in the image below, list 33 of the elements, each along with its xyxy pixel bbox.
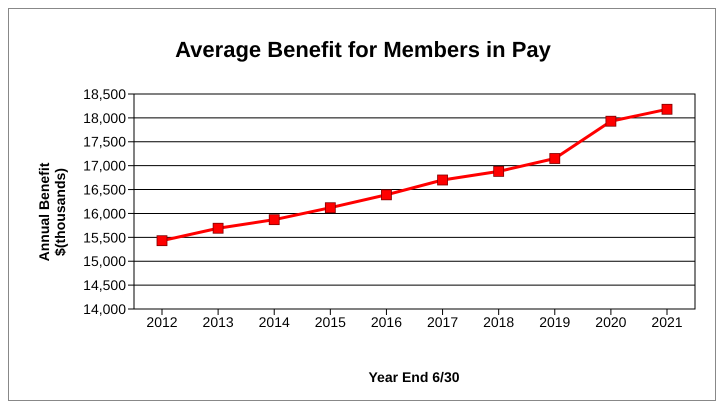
x-tick-label: 2019 — [539, 314, 571, 330]
y-axis-title: Annual Benefit $(thousands) — [36, 162, 68, 262]
point — [605, 116, 616, 127]
x-tick-label: 2013 — [202, 314, 234, 330]
x-tick-label: 2016 — [370, 314, 402, 330]
point — [324, 202, 336, 214]
y-tick-label: 18,000 — [83, 110, 126, 126]
y-tick-label: 16,500 — [83, 182, 126, 198]
x-tick-label: 2021 — [651, 314, 683, 330]
x-tick-label: 2018 — [483, 314, 514, 330]
y-tick-label: 14,500 — [83, 277, 126, 294]
x-tick-label: 2012 — [146, 314, 178, 330]
y-tick-label: 17,000 — [83, 158, 126, 174]
point — [156, 235, 168, 246]
point — [268, 214, 280, 226]
point — [437, 174, 448, 186]
point — [662, 104, 672, 115]
y-tick-label: 17,500 — [83, 134, 126, 150]
x-tick-label: 2020 — [595, 314, 627, 330]
x-tick-label: 2017 — [426, 314, 458, 330]
point — [212, 222, 224, 234]
y-tick-label: 15,500 — [83, 229, 126, 246]
x-tick-label: 2014 — [258, 314, 290, 330]
point — [549, 153, 560, 164]
x-tick-label: 2015 — [314, 314, 346, 330]
point — [381, 189, 392, 200]
chart-title: Average Benefit for Members in Pay — [174, 37, 552, 63]
y-tick-label: 14,000 — [83, 300, 126, 317]
y-tick-label: 15,000 — [83, 253, 126, 270]
x-axis-title: Year End 6/30 — [368, 369, 460, 385]
y-tick-label: 16,000 — [83, 205, 126, 222]
point — [493, 166, 504, 177]
y-tick-label: 18,500 — [83, 86, 126, 102]
